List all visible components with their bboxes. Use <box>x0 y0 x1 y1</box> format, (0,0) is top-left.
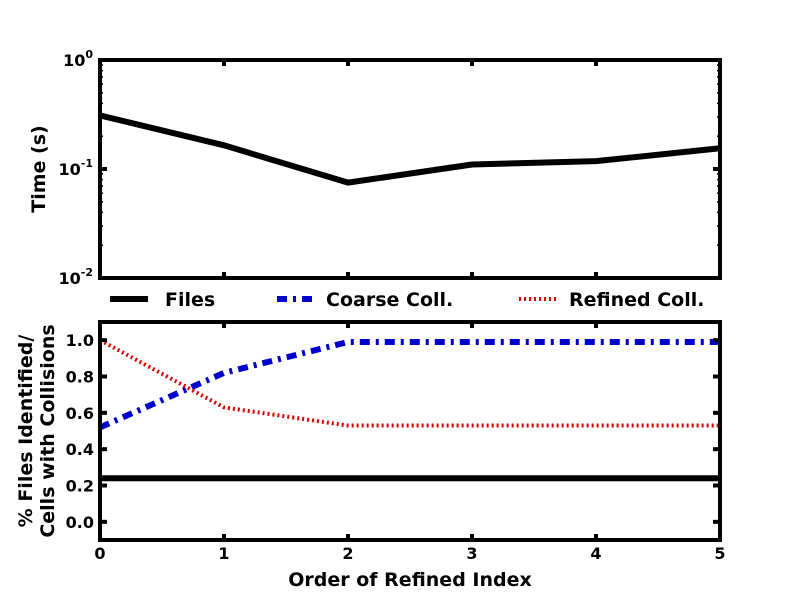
bottom-y-tick-label: 0.2 <box>66 477 94 496</box>
bottom-ticks <box>98 322 722 540</box>
top-series-lines <box>99 112 721 186</box>
legend: Files Coarse Coll. Refined Coll. <box>110 289 704 311</box>
bottom-y-tick-label: 0.6 <box>66 404 94 423</box>
bottom-panel: 0.0 0.2 0.4 0.6 0.8 1.0 0 1 2 3 4 5 % Files Identi… <box>15 320 726 591</box>
bottom-x-tick-label: 5 <box>714 544 725 563</box>
bottom-y-tick-labels: 0.0 0.2 0.4 0.6 0.8 1.0 <box>66 331 94 532</box>
bottom-panel-frame <box>98 320 722 542</box>
top-y-tick-label: 10-2 <box>59 266 94 288</box>
bottom-x-tick-label: 4 <box>590 544 601 563</box>
bottom-series-lines <box>98 338 720 482</box>
bottom-y-tick-label: 1.0 <box>66 331 94 350</box>
top-y-tick-label: 10-1 <box>59 157 94 179</box>
bottom-x-tick-label: 1 <box>218 544 229 563</box>
bottom-y-tick-label: 0.8 <box>66 368 94 387</box>
bottom-y-tick-label: 0.0 <box>66 513 94 532</box>
top-panel-frame <box>98 58 722 280</box>
bottom-y-axis-title-line1: % Files Identified/ <box>15 335 37 528</box>
bottom-x-tick-label: 2 <box>342 544 353 563</box>
top-y-tick-label: 100 <box>63 48 93 70</box>
top-panel: 100 10-1 10-2 Time (s) <box>28 48 722 288</box>
bottom-x-tick-labels: 0 1 2 3 4 5 <box>94 544 725 563</box>
legend-label: Refined Coll. <box>569 289 704 311</box>
bottom-x-tick-label: 3 <box>466 544 477 563</box>
top-y-tick-labels: 100 10-1 10-2 <box>59 48 94 288</box>
x-axis-title: Order of Refined Index <box>288 569 532 591</box>
bottom-y-tick-label: 0.4 <box>66 440 94 459</box>
top-ticks <box>98 58 722 280</box>
bottom-y-axis-title-line2: Cells with Collisions <box>37 324 59 537</box>
top-y-axis-title: Time (s) <box>28 125 50 212</box>
legend-label: Coarse Coll. <box>326 289 453 311</box>
bottom-x-tick-label: 0 <box>94 544 105 563</box>
bottom-series-refined-coll-line <box>99 338 720 428</box>
top-series-files-line <box>99 112 721 186</box>
bottom-series-coarse-coll-line <box>98 338 720 431</box>
legend-label: Files <box>165 289 215 311</box>
